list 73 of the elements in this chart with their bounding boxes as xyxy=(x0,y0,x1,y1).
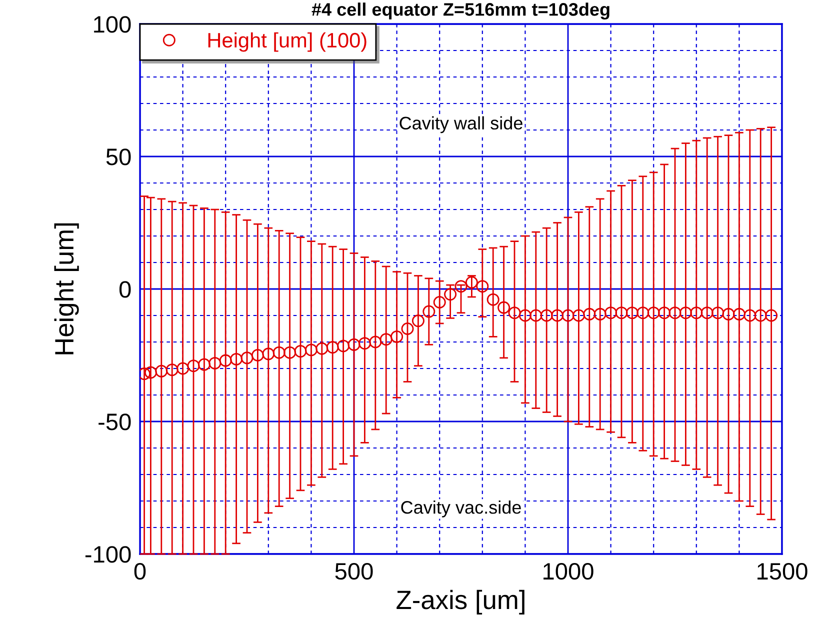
point xyxy=(380,333,392,346)
point xyxy=(262,348,275,360)
point xyxy=(636,306,650,320)
chart-title: #4 cell equator Z=516mm t=103deg xyxy=(312,2,610,20)
point xyxy=(401,322,414,335)
point xyxy=(465,276,478,289)
point xyxy=(326,341,339,354)
point xyxy=(176,362,190,375)
point xyxy=(615,306,628,320)
point xyxy=(230,352,243,366)
y-tick-label: 50 xyxy=(106,148,131,166)
annotation: Cavity vac.side xyxy=(401,500,521,518)
point xyxy=(219,354,232,367)
point xyxy=(744,309,756,322)
x-tick-label: 0 xyxy=(134,562,146,580)
legend-label: Height [um] (100) xyxy=(208,32,366,52)
y-tick-label: -100 xyxy=(85,546,131,563)
point xyxy=(486,293,500,306)
x-tick-label: 1500 xyxy=(758,562,808,580)
point xyxy=(155,364,168,378)
point xyxy=(412,314,424,328)
point xyxy=(358,337,371,350)
point xyxy=(626,306,638,320)
point xyxy=(754,309,767,322)
point xyxy=(647,306,660,320)
point xyxy=(433,296,446,308)
point xyxy=(700,306,714,320)
point xyxy=(530,309,542,322)
point xyxy=(540,309,553,322)
y-tick-label: 100 xyxy=(94,16,131,33)
point xyxy=(369,336,382,348)
point xyxy=(144,366,157,379)
point xyxy=(304,344,318,356)
point xyxy=(476,280,489,293)
point xyxy=(422,305,436,318)
point xyxy=(668,306,682,320)
y-axis-title: Height [um] xyxy=(54,223,79,354)
point xyxy=(722,308,735,320)
y-tick-label: 0 xyxy=(119,281,131,298)
point xyxy=(572,309,585,322)
point xyxy=(583,308,596,320)
point xyxy=(316,342,328,355)
x-axis-title: Z-axis [um] xyxy=(396,590,524,614)
point xyxy=(690,306,703,320)
point xyxy=(444,288,457,301)
point xyxy=(594,308,606,320)
point xyxy=(679,306,692,320)
point xyxy=(166,364,178,376)
point xyxy=(712,306,724,320)
point xyxy=(604,306,618,320)
point xyxy=(337,340,350,352)
point xyxy=(198,358,210,371)
point xyxy=(518,309,532,322)
point xyxy=(294,345,307,358)
point xyxy=(251,349,264,362)
point xyxy=(348,338,360,351)
annotation: Cavity wall side xyxy=(400,116,522,134)
point xyxy=(562,309,574,322)
point xyxy=(272,346,286,359)
y-tick-label: -50 xyxy=(98,414,131,430)
point xyxy=(208,356,222,370)
point xyxy=(765,309,778,322)
point xyxy=(658,306,671,320)
x-tick-label: 500 xyxy=(335,562,373,580)
point xyxy=(240,352,254,364)
point xyxy=(498,301,510,314)
point xyxy=(508,306,521,320)
point xyxy=(551,309,564,322)
point xyxy=(390,330,404,343)
point xyxy=(284,346,296,359)
point xyxy=(187,360,200,372)
x-tick-label: 1000 xyxy=(544,562,594,580)
point xyxy=(732,308,746,320)
